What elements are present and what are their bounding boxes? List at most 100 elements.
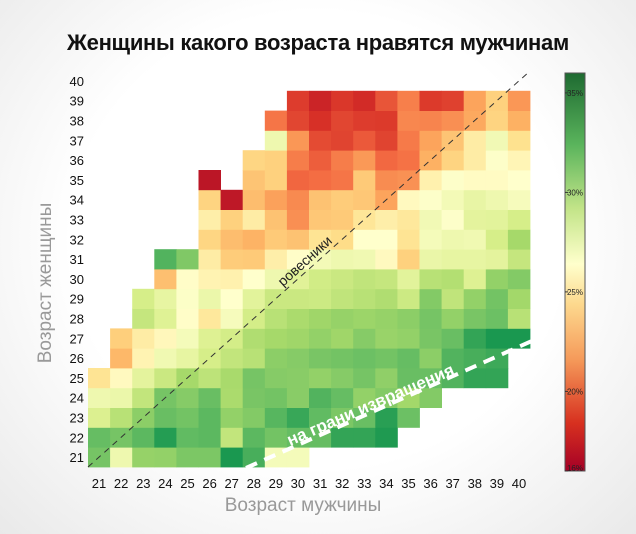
heatmap-cell <box>242 209 266 230</box>
x-tick-label: 25 <box>180 476 194 491</box>
y-tick-label: 28 <box>70 312 84 327</box>
heatmap-cell <box>264 447 288 468</box>
heatmap-cell <box>286 387 310 408</box>
heatmap-cell <box>441 269 465 290</box>
heatmap-cell <box>375 110 398 131</box>
heatmap-cell <box>353 407 376 428</box>
heatmap-cell <box>507 328 531 349</box>
heatmap-cell <box>441 308 465 329</box>
heatmap-cell <box>331 189 354 210</box>
heatmap-cell <box>242 150 266 171</box>
heatmap-cell <box>220 447 244 468</box>
heatmap-cell <box>176 308 199 329</box>
heatmap-cell <box>463 229 487 250</box>
heatmap-cell <box>309 130 332 151</box>
heatmap-cell <box>353 269 376 290</box>
heatmap-cell <box>264 209 288 230</box>
heatmap-cell <box>507 170 531 191</box>
heatmap-cell <box>264 130 288 151</box>
heatmap-cell <box>220 229 244 250</box>
colorbar-tick-label: 25% <box>567 288 583 297</box>
heatmap-cell <box>485 130 509 151</box>
heatmap-cell <box>331 368 354 389</box>
heatmap-cell <box>220 348 244 369</box>
heatmap-cell <box>154 368 177 389</box>
heatmap-cell <box>309 209 332 230</box>
heatmap-cell <box>441 90 465 111</box>
heatmap-cell <box>441 288 465 309</box>
heatmap-cell <box>397 308 420 329</box>
heatmap-cell <box>419 150 442 171</box>
heatmap-cell <box>397 328 420 349</box>
y-tick-label: 35 <box>70 173 84 188</box>
y-tick-label: 30 <box>70 272 84 287</box>
heatmap-cell <box>353 427 376 448</box>
heatmap-cell <box>242 427 266 448</box>
heatmap-cell <box>353 209 376 230</box>
heatmap-cell <box>485 150 509 171</box>
x-tick-label: 37 <box>445 476 459 491</box>
heatmap-cell <box>88 387 111 408</box>
heatmap-cell <box>419 328 442 349</box>
heatmap-cell <box>353 308 376 329</box>
heatmap-cell <box>507 269 531 290</box>
y-tick-label: 37 <box>70 133 84 148</box>
heatmap-cell <box>198 189 221 210</box>
heatmap-cell <box>110 387 133 408</box>
heatmap-cell <box>375 427 398 448</box>
heatmap-cell <box>154 249 177 270</box>
heatmap-cell <box>507 229 531 250</box>
heatmap-cell <box>353 150 376 171</box>
heatmap-cell <box>375 328 398 349</box>
heatmap-cell <box>154 328 177 349</box>
heatmap-cell <box>110 348 133 369</box>
heatmap-cell <box>485 269 509 290</box>
colorbar-ticks: 35% 30% 25% 20% 16% <box>565 89 583 473</box>
heatmap-cell <box>397 229 420 250</box>
heatmap-cell <box>286 368 310 389</box>
heatmap-cell <box>463 269 487 290</box>
heatmap-cell <box>309 328 332 349</box>
heatmap-cell <box>353 189 376 210</box>
heatmap-cell <box>198 229 221 250</box>
y-tick-label: 34 <box>70 193 84 208</box>
y-tick-label: 26 <box>70 351 84 366</box>
heatmap-cell <box>309 308 332 329</box>
heatmap-cell <box>353 229 376 250</box>
heatmap-cell <box>397 189 420 210</box>
heatmap-cell <box>264 407 288 428</box>
heatmap-cell <box>375 308 398 329</box>
heatmap-cell <box>286 308 310 329</box>
heatmap-cell <box>397 269 420 290</box>
heatmap-cell <box>485 90 509 111</box>
colorbar: 35% 30% 25% 20% 16% <box>564 72 586 473</box>
y-tick-label: 31 <box>70 252 84 267</box>
heatmap-cell <box>419 269 442 290</box>
heatmap-cell <box>198 328 221 349</box>
y-tick-label: 38 <box>70 114 84 129</box>
heatmap-cell <box>463 288 487 309</box>
colorbar-tick-label: 20% <box>567 387 583 396</box>
heatmap-cell <box>242 368 266 389</box>
heatmap-cell <box>419 229 442 250</box>
heatmap-cell <box>441 150 465 171</box>
heatmap-cell <box>132 288 155 309</box>
y-tick-label: 21 <box>70 450 84 465</box>
heatmap-cell <box>220 368 244 389</box>
heatmap-cell <box>441 189 465 210</box>
heatmap-cell <box>463 150 487 171</box>
heatmap-cell <box>397 368 420 389</box>
heatmap-cell <box>331 209 354 230</box>
heatmap-cell <box>375 368 398 389</box>
heatmap-cell <box>242 407 266 428</box>
x-tick-labels: 21 22 23 24 25 26 27 28 29 30 31 32 33 34 35 36 37 38 39 40 <box>92 476 526 491</box>
heatmap-cell <box>264 308 288 329</box>
heatmap-cell <box>397 209 420 230</box>
heatmap-cell <box>198 348 221 369</box>
heatmap-cell <box>286 189 310 210</box>
heatmap-cell <box>198 427 221 448</box>
y-tick-label: 27 <box>70 331 84 346</box>
heatmap-cell <box>242 288 266 309</box>
heatmap-cell <box>242 447 266 468</box>
